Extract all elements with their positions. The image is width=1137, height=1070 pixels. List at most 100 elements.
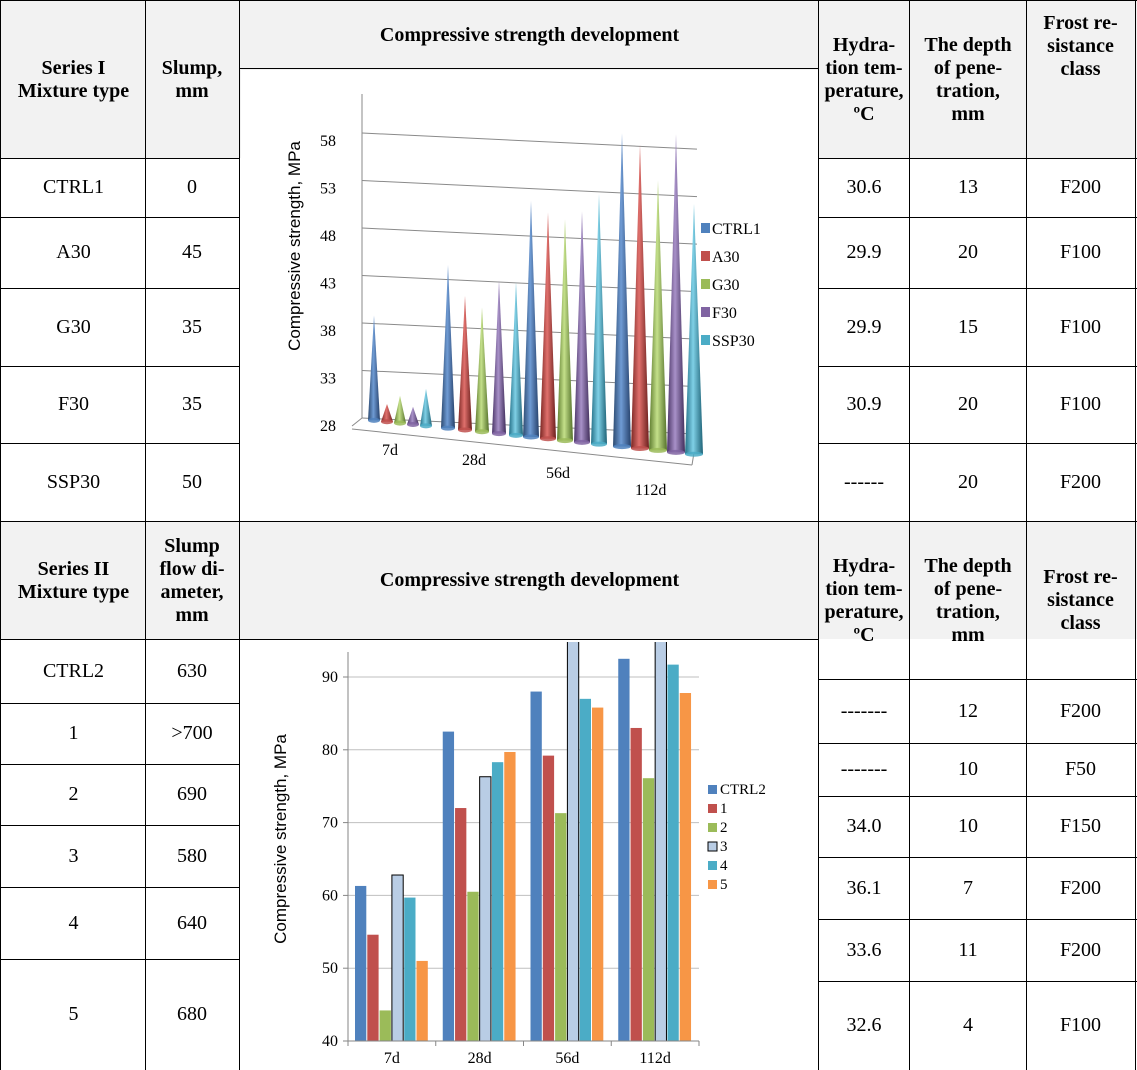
chart2-bar-5-112d bbox=[679, 693, 692, 1041]
frost-cell: F100 bbox=[1059, 241, 1102, 263]
chart2-bar-1-28d bbox=[455, 808, 467, 1041]
chart1-y-tick-label: 53 bbox=[320, 181, 336, 198]
slump-cell: 0 bbox=[187, 176, 197, 198]
chart2-legend-swatch bbox=[708, 785, 717, 794]
chart2-y-tick-label: 40 bbox=[322, 1033, 338, 1050]
chart2-bar-CTRL2-28d bbox=[442, 731, 455, 1041]
chart1-x-tick-label: 7d bbox=[382, 442, 398, 459]
chart2-bar-4-112d bbox=[667, 664, 679, 1041]
chart1-cone-G30-28d bbox=[475, 307, 489, 432]
chart1-y-tick-label: 58 bbox=[320, 133, 336, 150]
frost-cell: F200 bbox=[1059, 470, 1102, 493]
hydration-cell: ------- bbox=[840, 758, 888, 780]
chart1-y-tick-label: 28 bbox=[320, 418, 336, 435]
chart2-bar-4-56d bbox=[579, 698, 591, 1041]
chart2-legend-label: 2 bbox=[720, 820, 728, 836]
chart2-bar-1-112d bbox=[630, 727, 642, 1041]
chart1-cone-base bbox=[540, 436, 556, 442]
chart1-cone-F30-56d bbox=[574, 211, 590, 443]
hydration-cell: 32.6 bbox=[846, 1013, 882, 1036]
chart2-y-ticks: 405060708090100 bbox=[322, 669, 338, 1050]
chart2-bar-4-28d bbox=[491, 762, 504, 1041]
chart1-y-ticks: 28 33 38 43 48 53 58 bbox=[320, 133, 336, 435]
chart1-legend-swatch bbox=[701, 335, 710, 345]
depth-cell: 20 bbox=[958, 393, 978, 415]
chart1-legend-swatch bbox=[701, 251, 710, 261]
chart1-cone-CTRL1-112d bbox=[613, 133, 631, 447]
frost-cell: F100 bbox=[1059, 1013, 1102, 1036]
chart1-cone-A30-7d bbox=[381, 404, 393, 422]
chart1-cone-CTRL1-28d bbox=[441, 264, 455, 429]
chart2-legend-swatch bbox=[708, 880, 717, 889]
chart2-bar-1-56d bbox=[542, 755, 555, 1041]
chart1-x-tick-label: 112d bbox=[635, 482, 666, 499]
chart2-x-tick-label: 56d bbox=[555, 1050, 579, 1067]
chart2-bar-5-28d bbox=[504, 751, 516, 1041]
frost-cell: F200 bbox=[1059, 699, 1102, 722]
chart1-legend-swatch bbox=[701, 223, 710, 233]
chart2-bar-2-112d bbox=[642, 778, 655, 1041]
chart1-cone-base bbox=[381, 419, 393, 425]
chart2-legend: CTRL2 1 2 3 4 5 bbox=[707, 782, 766, 893]
series2-header-mixture: Series II Mixture type bbox=[17, 557, 130, 603]
chart1-cone-base bbox=[613, 444, 631, 450]
series1-header-frost: Frost re- sistance class bbox=[1043, 12, 1118, 80]
chart1-y-tick-label: 48 bbox=[320, 228, 336, 245]
chart1-floor-edge bbox=[351, 428, 693, 466]
mixture-cell: 5 bbox=[68, 1002, 79, 1025]
chart1-y-axis-label: Compressive strength, MPa bbox=[285, 141, 304, 351]
chart2-bar-CTRL2-112d bbox=[618, 658, 630, 1041]
slump-cell: 35 bbox=[182, 393, 202, 415]
hydration-cell: 30.9 bbox=[846, 393, 882, 415]
chart1-legend-label: SSP30 bbox=[712, 333, 755, 350]
chart1-cone-F30-28d bbox=[492, 280, 506, 434]
chart1-x-tick-label: 28d bbox=[462, 452, 486, 469]
series2-header-bg bbox=[0, 521, 1137, 639]
series2-header-depth: The depth of pene- tration, mm bbox=[924, 554, 1012, 646]
hydration-cell: 36.1 bbox=[846, 876, 882, 899]
frost-cell: F100 bbox=[1059, 393, 1102, 415]
chart1-legend-label: F30 bbox=[712, 305, 737, 322]
chart1-x-tick-label: 56d bbox=[546, 465, 570, 482]
chart1-cone-base bbox=[394, 420, 406, 426]
chart2-y-tick-label: 90 bbox=[322, 669, 338, 686]
chart1-cone-SSP30-28d bbox=[509, 281, 523, 436]
hydration-cell: 34.0 bbox=[846, 815, 882, 837]
mixture-cell: 4 bbox=[68, 911, 79, 934]
chart1-cone-base bbox=[420, 423, 432, 429]
mixture-cell: 2 bbox=[68, 783, 79, 805]
chart1-legend-label: A30 bbox=[712, 249, 740, 266]
chart1-y-tick-label: 43 bbox=[320, 276, 336, 293]
frost-cell: F200 bbox=[1059, 176, 1102, 198]
chart1-cone-base bbox=[557, 438, 573, 444]
series1-header-depth: The depth of pene- tration, mm bbox=[924, 33, 1012, 125]
chart2-legend-swatch bbox=[708, 823, 717, 832]
chart1-cone-CTRL1-56d bbox=[523, 201, 539, 437]
chart1-gridline bbox=[361, 132, 698, 150]
chart1-cone-base bbox=[574, 439, 590, 445]
chart1-gridline bbox=[361, 227, 698, 245]
chart2-bar-3-7d bbox=[391, 874, 404, 1042]
slump-cell: 640 bbox=[177, 911, 207, 934]
chart1-cone-base bbox=[441, 425, 455, 431]
chart1-legend: CTRL1 A30 G30 F30 SSP30 bbox=[701, 221, 761, 350]
depth-cell: 4 bbox=[963, 1013, 973, 1036]
depth-cell: 20 bbox=[958, 241, 978, 263]
frost-cell: F200 bbox=[1059, 938, 1102, 961]
chart2-bar-3-112d bbox=[654, 642, 667, 1042]
mixture-cell: 1 bbox=[68, 722, 79, 744]
chart2-x-tick-label: 7d bbox=[384, 1050, 400, 1067]
series1-header-chart: Compressive strength development bbox=[379, 23, 680, 46]
series1-header-hydration: Hydra- tion tem- perature, ºC bbox=[824, 33, 904, 125]
chart2-legend-label: 4 bbox=[720, 858, 728, 874]
slump-cell: >700 bbox=[171, 722, 213, 744]
series2-header-frost: Frost re- sistance class bbox=[1043, 566, 1118, 634]
chart2-area bbox=[241, 640, 818, 1070]
depth-cell: 10 bbox=[958, 815, 978, 837]
chart1-cone-base bbox=[685, 451, 703, 457]
chart1-cone-G30-56d bbox=[557, 219, 573, 441]
chart2-bar-3-56d bbox=[566, 642, 580, 1042]
chart1-cone-A30-56d bbox=[540, 212, 556, 439]
mixture-cell: 3 bbox=[68, 844, 79, 867]
chart1-cone-base bbox=[458, 427, 472, 433]
